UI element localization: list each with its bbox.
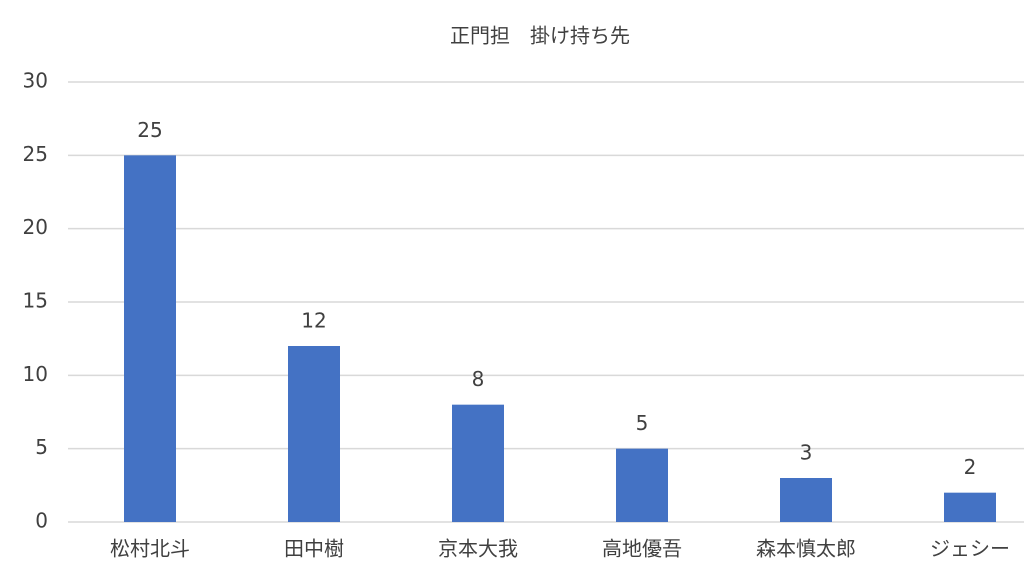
x-tick-label: ジェシー xyxy=(930,537,1010,561)
bar xyxy=(616,448,668,522)
data-label: 12 xyxy=(301,309,326,333)
bar xyxy=(288,346,340,522)
bar xyxy=(944,492,996,522)
data-label: 25 xyxy=(137,118,162,142)
bar xyxy=(452,404,504,522)
x-tick-label: 松村北斗 xyxy=(110,537,190,561)
data-label: 8 xyxy=(472,367,485,391)
y-tick-label: 0 xyxy=(35,509,48,533)
x-tick-label: 高地優吾 xyxy=(602,537,682,561)
y-tick-label: 10 xyxy=(23,362,48,386)
bar xyxy=(780,478,832,522)
x-tick-label: 京本大我 xyxy=(438,537,518,561)
y-tick-label: 30 xyxy=(23,69,48,93)
data-label: 3 xyxy=(800,441,813,465)
chart-title: 正門担 掛け持ち先 xyxy=(450,24,630,48)
data-label: 2 xyxy=(964,455,977,479)
x-tick-label: 森本慎太郎 xyxy=(756,537,856,561)
x-tick-label: 田中樹 xyxy=(284,537,344,561)
data-label: 5 xyxy=(636,411,649,435)
y-tick-label: 20 xyxy=(23,215,48,239)
y-tick-label: 25 xyxy=(23,142,48,166)
bar xyxy=(124,155,176,523)
y-tick-label: 5 xyxy=(35,435,48,459)
y-tick-label: 15 xyxy=(23,289,48,313)
